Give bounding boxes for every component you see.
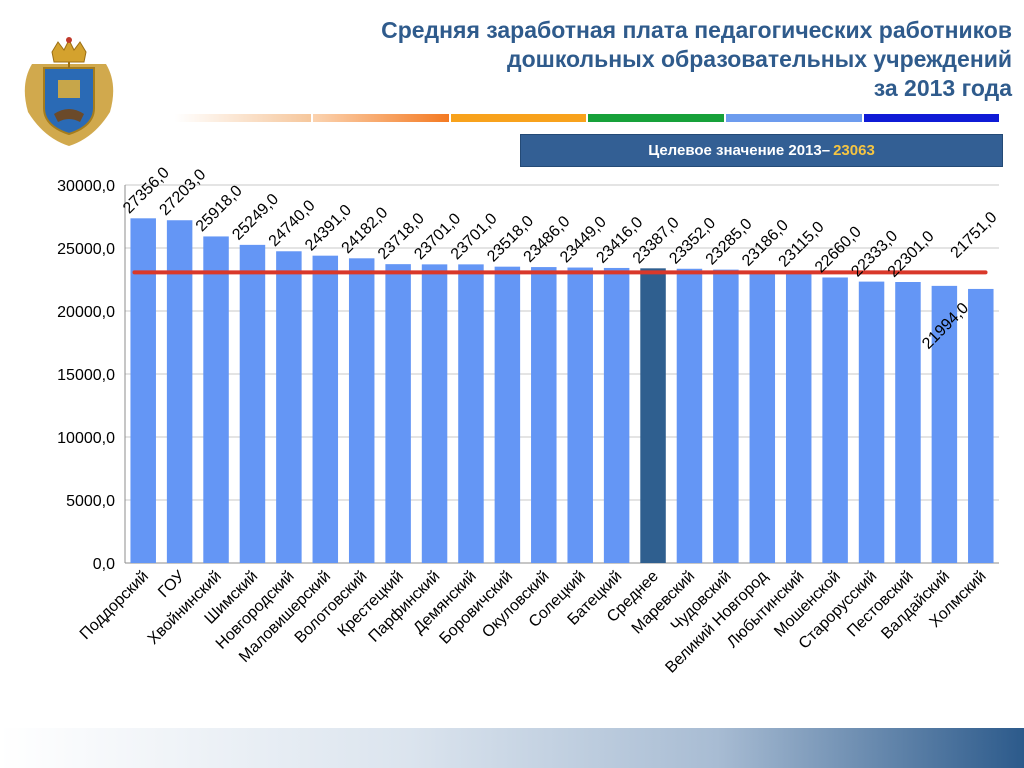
y-tick-label: 20000,0	[57, 304, 115, 321]
y-tick-label: 0,0	[93, 556, 115, 573]
bar	[895, 282, 921, 563]
stripe-3	[451, 114, 586, 122]
bar	[858, 281, 885, 563]
stripe-5	[726, 114, 862, 122]
coat-of-arms-icon	[24, 37, 114, 146]
title-line-3: за 2013 года	[873, 75, 1012, 101]
stripe-2	[313, 114, 449, 122]
bar	[931, 285, 958, 563]
bar	[130, 218, 156, 564]
bar	[348, 258, 375, 563]
stripe-1	[175, 114, 311, 122]
y-tick-label: 15000,0	[57, 367, 115, 384]
target-label: Целевое значение 2013–	[648, 142, 831, 159]
bar	[166, 220, 193, 564]
slide-title: Средняя заработная плата педагогических …	[252, 16, 1012, 103]
bar	[494, 266, 521, 563]
bar	[531, 267, 557, 563]
bar	[785, 271, 812, 563]
y-tick-label: 25000,0	[57, 241, 115, 258]
bar	[713, 269, 739, 563]
target-value: 23063	[833, 142, 875, 159]
bar	[312, 255, 339, 563]
footer-band	[0, 728, 1024, 768]
bar	[239, 244, 266, 563]
x-tick-label: Поддорский	[77, 568, 152, 643]
stripe-4	[588, 114, 724, 122]
bar	[968, 288, 994, 563]
y-tick-label: 5000,0	[66, 493, 115, 510]
bar	[203, 236, 229, 563]
bar	[385, 264, 411, 563]
bar-chart: 0,0 5000,0 10000,0 15000,0 20000,0 25000,0 300…	[57, 164, 1001, 676]
target-value-banner: Целевое значение 2013– 23063	[520, 134, 1003, 167]
title-line-1: Средняя заработная плата педагогических …	[381, 17, 1012, 43]
bar	[458, 264, 484, 563]
bar	[567, 267, 593, 563]
bar	[676, 268, 703, 563]
bar	[749, 270, 776, 563]
title-line-2: дошкольных образовательных учреждений	[507, 46, 1012, 72]
data-label: 21751,0	[948, 209, 1001, 262]
y-tick-label: 30000,0	[57, 178, 115, 195]
stripe-6	[864, 114, 999, 122]
bar	[276, 251, 302, 563]
bar	[822, 277, 848, 563]
bar	[421, 264, 448, 563]
bar	[603, 267, 630, 563]
y-tick-label: 10000,0	[57, 430, 115, 447]
bar	[640, 268, 666, 563]
